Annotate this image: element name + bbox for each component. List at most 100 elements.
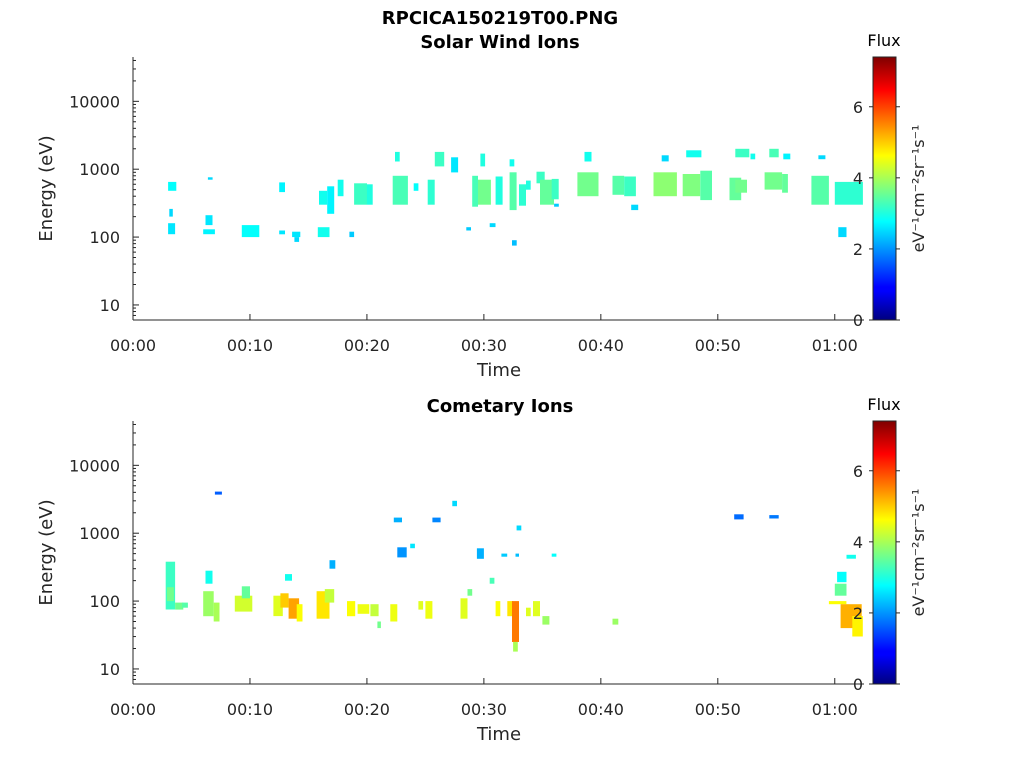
heatmap-cell (631, 204, 639, 211)
x-tick-label: 00:00 (110, 336, 156, 355)
colorbar: 0 2 4 6 Flux eV⁻¹cm⁻²sr⁻¹s⁻¹ (853, 31, 928, 330)
y-tick-label: 10 (100, 660, 120, 679)
heatmap-cell (612, 175, 625, 195)
heatmap-cell (418, 601, 424, 610)
heatmap-cell (783, 153, 791, 160)
heatmap-cell (467, 589, 473, 596)
heatmap-cell (509, 172, 517, 211)
colorbar-title: Flux (867, 395, 900, 414)
heatmap-cell (324, 589, 335, 603)
heatmap-cell (296, 604, 303, 622)
x-tick-label: 01:00 (812, 700, 858, 719)
heatmap-cell (285, 574, 292, 581)
heatmap-cell (182, 602, 188, 608)
heatmap-cell (480, 153, 486, 167)
heatmap-cell (489, 577, 495, 584)
heatmap-cell (357, 604, 370, 614)
heatmap-cell (661, 155, 669, 162)
heatmap-cell (509, 159, 515, 167)
heatmap-cell (205, 570, 213, 584)
heatmap-cell (852, 616, 863, 637)
heatmap-cell (476, 548, 484, 559)
heatmap-cell (279, 182, 285, 193)
heatmap-cell (501, 553, 508, 557)
x-tick-label: 00:50 (695, 700, 741, 719)
heatmap-cell (495, 176, 503, 205)
heatmap-cell (168, 223, 176, 235)
heatmap-cell (735, 179, 747, 193)
heatmap-cell (349, 231, 355, 238)
x-axis-label: Time (476, 724, 521, 745)
colorbar-frame (872, 420, 897, 685)
heatmap-cell (700, 170, 712, 201)
heatmap-cell (397, 547, 407, 558)
y-tick-label: 10000 (69, 456, 120, 475)
heatmap-cell (410, 543, 415, 549)
heatmap-cell (273, 595, 283, 617)
heatmap-cell (811, 175, 829, 205)
heatmap-cell (653, 172, 677, 197)
y-axis-label: Energy (eV) (36, 135, 57, 241)
x-tick-label: 00:20 (344, 700, 390, 719)
plot-area (133, 421, 864, 684)
heatmap-cell (203, 591, 214, 617)
heatmap-cell (834, 181, 863, 205)
y-tick-label: 100 (89, 592, 120, 611)
colorbar-units-label: eV⁻¹cm⁻²sr⁻¹s⁻¹ (909, 489, 928, 617)
colorbar-tick-label: 4 (853, 533, 863, 552)
x-tick-label: 00:30 (461, 700, 507, 719)
heatmap-cell (280, 593, 289, 608)
heatmap-cell (366, 184, 373, 205)
colorbar-tick-label: 6 (853, 98, 863, 117)
heatmap-cell (551, 178, 559, 200)
heatmap-cell (466, 227, 471, 231)
heatmap-cell (577, 172, 599, 197)
heatmap-cell (292, 231, 301, 238)
colorbar-tick-label: 2 (853, 604, 863, 623)
colorbar-gradient (873, 421, 896, 684)
heatmap-cell (294, 237, 300, 242)
heatmap-cell (214, 491, 222, 495)
colorbar-gradient (873, 57, 896, 320)
heatmap-cell (769, 515, 779, 519)
heatmap-cell (516, 525, 522, 531)
heatmap-cell (519, 184, 526, 206)
heatmap-cell (584, 151, 592, 162)
heatmap-cell (329, 560, 336, 569)
heatmap-cell (533, 601, 540, 617)
heatmap-cell (203, 229, 215, 235)
heatmap-cell (686, 150, 702, 158)
heatmap-cell (432, 517, 441, 523)
heatmap-cell (370, 604, 379, 617)
heatmap-cell (512, 240, 517, 246)
x-tick-label: 00:40 (578, 336, 624, 355)
heatmap-cell (478, 179, 491, 205)
heatmap-cell (837, 571, 847, 583)
x-tick-label: 00:20 (344, 336, 390, 355)
heatmap-cell (769, 148, 779, 158)
heatmap-cell (818, 155, 826, 160)
heatmap-cell (175, 602, 184, 610)
heatmap-cell (213, 602, 220, 622)
heatmap-cell (241, 225, 260, 238)
heatmap-cell (166, 587, 174, 602)
panel-title: Cometary Ions (427, 396, 574, 417)
heatmap-cell (279, 230, 285, 235)
heatmap-cell (169, 208, 173, 217)
heatmap-cell (624, 176, 636, 197)
heatmap-cell (526, 180, 531, 190)
heatmap-cell (393, 517, 402, 523)
colorbar-title: Flux (867, 31, 900, 50)
heatmap-cell (377, 621, 381, 629)
colorbar-frame (872, 56, 897, 321)
heatmap-cell (838, 227, 847, 238)
heatmap-cell (427, 179, 435, 205)
solar-wind-ions-panel: 10 100 1000 10000 00:00 00:10 00:20 00:30 00:40 0… (36, 31, 928, 381)
colorbar-units-label: eV⁻¹cm⁻²sr⁻¹s⁻¹ (909, 125, 928, 253)
heatmap-cell (734, 514, 744, 520)
y-tick-label: 1000 (79, 524, 120, 543)
panel-title: Solar Wind Ions (420, 32, 579, 53)
heatmap-cell (554, 203, 559, 207)
heatmap-cell (526, 607, 531, 617)
